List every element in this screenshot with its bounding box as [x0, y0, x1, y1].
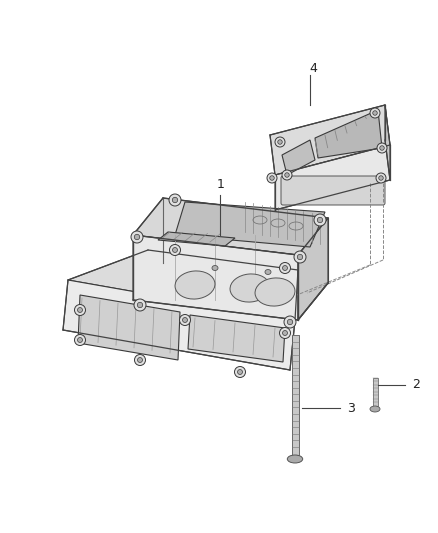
- Ellipse shape: [74, 335, 85, 345]
- Polygon shape: [292, 335, 299, 455]
- Ellipse shape: [134, 354, 145, 366]
- Ellipse shape: [278, 140, 282, 144]
- Ellipse shape: [134, 235, 140, 240]
- Text: 4: 4: [309, 61, 317, 75]
- Polygon shape: [282, 140, 315, 175]
- Ellipse shape: [255, 278, 295, 306]
- Ellipse shape: [267, 173, 277, 183]
- Ellipse shape: [172, 197, 178, 203]
- Ellipse shape: [279, 262, 290, 273]
- Polygon shape: [298, 218, 328, 320]
- Polygon shape: [372, 378, 378, 406]
- Ellipse shape: [138, 358, 142, 362]
- Ellipse shape: [183, 318, 187, 322]
- Ellipse shape: [78, 308, 82, 312]
- Ellipse shape: [379, 176, 383, 180]
- Ellipse shape: [173, 247, 177, 253]
- Ellipse shape: [175, 271, 215, 299]
- Ellipse shape: [279, 327, 290, 338]
- Ellipse shape: [270, 176, 274, 180]
- Ellipse shape: [283, 330, 287, 335]
- Polygon shape: [68, 250, 298, 320]
- Ellipse shape: [376, 173, 386, 183]
- Ellipse shape: [283, 265, 287, 270]
- Polygon shape: [385, 105, 390, 180]
- Ellipse shape: [282, 170, 292, 180]
- Ellipse shape: [170, 245, 180, 255]
- Ellipse shape: [285, 173, 289, 177]
- Ellipse shape: [265, 270, 271, 274]
- Text: 1: 1: [217, 179, 225, 191]
- Ellipse shape: [287, 455, 303, 463]
- Ellipse shape: [134, 299, 146, 311]
- Ellipse shape: [237, 369, 243, 375]
- Ellipse shape: [78, 337, 82, 343]
- Polygon shape: [133, 198, 328, 255]
- Text: 2: 2: [412, 378, 420, 392]
- Polygon shape: [275, 145, 390, 210]
- Polygon shape: [315, 110, 382, 158]
- Text: 3: 3: [347, 401, 355, 415]
- Polygon shape: [78, 295, 180, 360]
- Polygon shape: [270, 105, 390, 175]
- Ellipse shape: [377, 143, 387, 153]
- Ellipse shape: [284, 316, 296, 328]
- Ellipse shape: [373, 111, 377, 115]
- Ellipse shape: [317, 217, 323, 223]
- Ellipse shape: [74, 304, 85, 316]
- Ellipse shape: [169, 194, 181, 206]
- Ellipse shape: [212, 265, 218, 271]
- Ellipse shape: [234, 367, 246, 377]
- Ellipse shape: [380, 146, 384, 150]
- Ellipse shape: [230, 274, 270, 302]
- Ellipse shape: [180, 314, 191, 326]
- Ellipse shape: [137, 302, 143, 308]
- Polygon shape: [63, 280, 295, 370]
- Ellipse shape: [314, 214, 326, 226]
- Polygon shape: [133, 235, 298, 320]
- Ellipse shape: [370, 108, 380, 118]
- FancyBboxPatch shape: [281, 176, 385, 205]
- Ellipse shape: [294, 251, 306, 263]
- Ellipse shape: [131, 231, 143, 243]
- Ellipse shape: [287, 319, 293, 325]
- Polygon shape: [175, 202, 325, 247]
- Polygon shape: [188, 315, 285, 362]
- Polygon shape: [158, 232, 235, 246]
- Ellipse shape: [275, 137, 285, 147]
- Ellipse shape: [297, 254, 303, 260]
- Ellipse shape: [370, 406, 380, 412]
